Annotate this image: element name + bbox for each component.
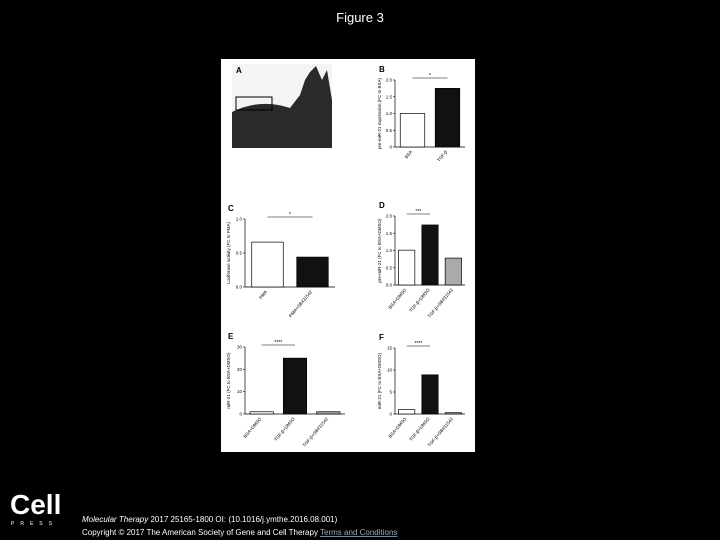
y-tick-label: 0.5 [236,251,243,256]
y-tick-label: 1.0 [236,217,243,222]
y-axis-label: Luciferase activity (FC to PMA) [226,221,231,284]
y-tick-label: 0.5 [386,128,393,133]
gel-image [232,64,332,148]
bar [398,249,416,286]
bar [421,224,439,286]
logo-subtext: PRESS [11,521,58,527]
y-tick-label: 1.5 [386,94,393,99]
y-tick-label: 1.0 [386,248,393,253]
panel-label: E [228,332,234,341]
y-tick-label: 30 [237,345,243,350]
journal-name: Molecular Therapy [82,515,149,524]
panel-label: A [236,66,242,75]
significance-mark: **** [414,341,422,347]
bar [444,412,462,415]
y-tick-label: 0.5 [386,265,393,270]
significance-mark: *** [415,209,421,215]
bar [398,409,416,415]
y-tick-label: 15 [387,346,393,351]
terms-link[interactable]: Terms and Conditions [320,528,397,537]
y-tick-label: 2.0 [386,214,393,219]
panel-label: B [379,65,385,74]
y-tick-label: 2.0 [386,78,393,83]
gel-highlight-box [235,96,273,111]
y-axis-label: miR-21 (FC to BSA+DMSO) [226,352,231,409]
y-tick-label: 5 [389,390,392,395]
y-axis-label: pre-miR-21 expression (FC to BSA) [377,77,382,149]
bar [434,88,461,148]
copyright: Copyright © 2017 The American Society of… [82,528,318,537]
bar [251,241,284,288]
y-tick-label: 10 [387,368,393,373]
y-axis-label: miR-21 (FC to BSA+DMSO) [377,352,382,409]
bar [399,113,426,148]
y-tick-label: 0 [389,412,392,417]
cell-logo: Cell PRESS [10,489,61,527]
panel-label: C [228,204,234,213]
bar [444,257,462,286]
x-tick-label: BSA [404,149,414,159]
bar [296,256,329,288]
x-tick-label: PMA [258,289,268,300]
y-tick-label: 0 [239,412,242,417]
bar [249,411,274,415]
y-tick-label: 1.5 [386,231,393,236]
gel-bands [232,66,332,148]
panel-label: D [379,201,385,210]
y-tick-label: 10 [237,389,243,394]
copyright-line: Copyright © 2017 The American Society of… [82,528,397,537]
panel-label: F [379,333,384,342]
significance-mark: * [429,73,431,79]
bar [282,357,308,415]
significance-mark: **** [274,340,282,346]
y-tick-label: 0.0 [386,283,393,288]
y-tick-label: 1.0 [386,111,393,116]
bar [316,411,341,415]
y-tick-label: 0 [389,145,392,150]
y-tick-label: 0.0 [236,285,243,290]
slide-title: Figure 3 [336,10,384,25]
significance-mark: * [289,212,291,218]
logo-text: Cell [10,489,61,520]
y-axis-label: pre-miR-21 (FC to BSA+DMSO) [377,218,382,283]
citation-line: Molecular Therapy 2017 25165-1800 OI: (1… [82,515,338,524]
citation: 2017 25165-1800 OI: (10.1016/j.ymthe.201… [150,515,337,524]
y-tick-label: 20 [237,367,243,372]
bar [421,374,439,415]
